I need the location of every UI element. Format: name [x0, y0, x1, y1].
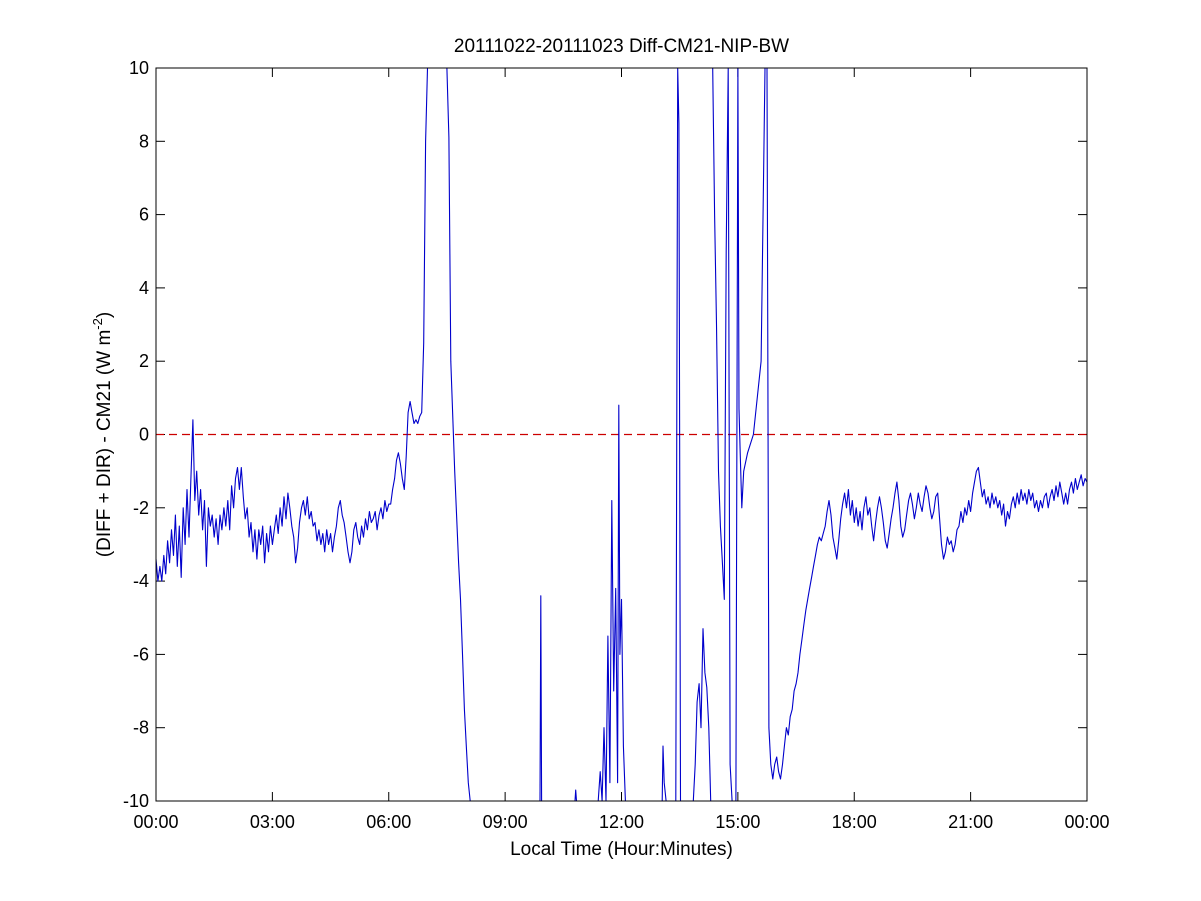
x-tick-label: 09:00 [483, 812, 528, 832]
y-tick-label: -10 [123, 791, 149, 811]
series-line-0 [156, 68, 1087, 801]
y-tick-label: 4 [139, 278, 149, 298]
y-tick-label: 8 [139, 131, 149, 151]
y-axis-title-main: (DIFF + DIR) - CM21 (W m [94, 330, 115, 557]
chart-title: 20111022-20111023 Diff-CM21-NIP-BW [454, 36, 789, 57]
y-tick-label: -6 [133, 644, 149, 664]
series-layer [156, 68, 1087, 801]
y-tick-label: 6 [139, 205, 149, 225]
y-tick-label: -2 [133, 498, 149, 518]
x-tick-label: 00:00 [133, 812, 178, 832]
x-tick-label: 00:00 [1064, 812, 1109, 832]
y-axis-title: (DIFF + DIR) - CM21 (W m-2) [90, 312, 115, 557]
plot-area [156, 68, 1087, 801]
x-tick-label: 15:00 [715, 812, 760, 832]
x-tick-label: 21:00 [948, 812, 993, 832]
y-tick-label: 10 [129, 58, 149, 78]
y-tick-label: -4 [133, 571, 149, 591]
x-axis-title: Local Time (Hour:Minutes) [510, 839, 733, 860]
y-tick-label: -8 [133, 718, 149, 738]
x-tick-label: 12:00 [599, 812, 644, 832]
plot-frame [155, 67, 1088, 802]
y-axis-title-superscript: -2 [90, 318, 105, 330]
y-tick-label: 2 [139, 351, 149, 371]
y-axis-title-end: ) [94, 312, 115, 318]
x-tick-label: 03:00 [250, 812, 295, 832]
x-tick-label: 06:00 [366, 812, 411, 832]
ticks-layer: 00:00 03:00 06:00 09:00 12:00 15:00 18:00 21:00… [123, 58, 1110, 832]
x-tick-label: 18:00 [832, 812, 877, 832]
y-tick-label: 0 [139, 425, 149, 445]
